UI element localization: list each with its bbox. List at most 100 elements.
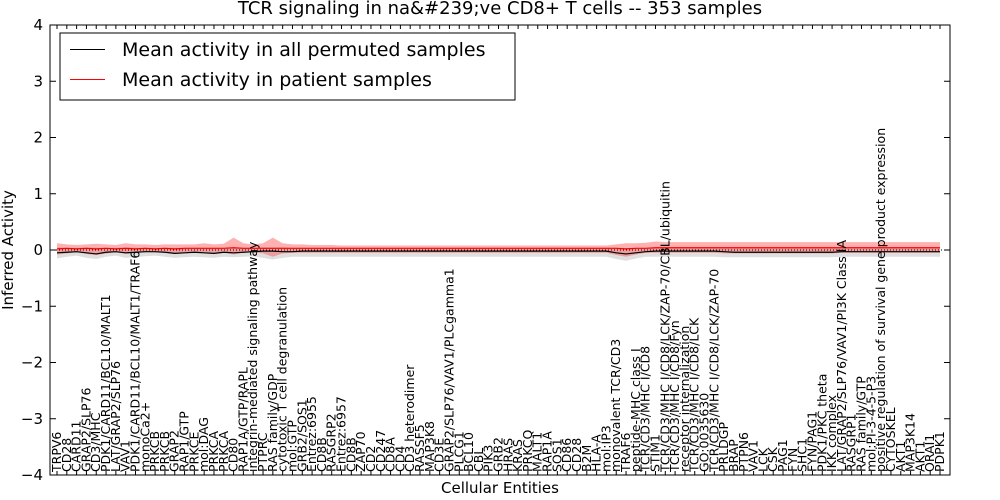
- x-tick-label: HLA-A: [589, 434, 604, 472]
- y-tick-label: 0: [33, 241, 43, 259]
- x-tick-label: SHC1: [795, 438, 810, 472]
- x-tick-label: PDK1/CARD11/BCL10/MALT1: [98, 294, 113, 472]
- y-tick-label: −4: [21, 466, 43, 484]
- x-tick-label: PDK1/PKC theta: [814, 374, 829, 472]
- x-tick-label: VAV1: [746, 440, 761, 472]
- x-tick-label: CD86: [559, 438, 574, 472]
- y-tick-label: −3: [21, 410, 43, 428]
- y-tick-label: −2: [21, 354, 43, 372]
- x-tick-label: monoCa2+: [137, 402, 152, 472]
- x-tick-label: RAP1A: [540, 431, 555, 472]
- x-tick-label: RAP1/GTP: [177, 411, 192, 472]
- x-tick-label: PDK1/CARD11/BCL10/MALT1/TRAF6: [127, 251, 142, 472]
- x-tick-label: TRAF6: [618, 432, 633, 473]
- x-tick-label: GRB2: [491, 437, 506, 472]
- x-tick-label: IKK complex: [824, 395, 839, 472]
- x-tick-label: VAV1: [118, 440, 133, 472]
- x-tick-label: RASGRP2: [324, 413, 339, 472]
- legend: Mean activity in all permuted samples Me…: [59, 32, 516, 101]
- y-tick-label: 1: [33, 185, 43, 203]
- y-tick-label: 2: [33, 129, 43, 147]
- x-tick-label: CSK: [765, 446, 780, 472]
- x-tick-label: CD3E: [432, 438, 447, 472]
- x-tick-label: BCL10: [461, 432, 476, 472]
- x-tick-label: monovalent TCR/CD3: [608, 339, 623, 472]
- x-tick-label: positive regulation of survival gene pro…: [873, 128, 888, 472]
- x-tick-label: PDPK1: [932, 431, 947, 472]
- x-tick-label: CBL: [471, 448, 486, 472]
- x-tick-label: TCR/CD3/MHC I/CD8/LCK: [687, 317, 702, 473]
- x-tick-label: CYTOSKEL: [883, 407, 898, 472]
- x-tick-label: CD80: [226, 438, 241, 472]
- x-tick-label: PRKCQ: [520, 430, 535, 472]
- series-line-permuted: [56, 250, 940, 255]
- legend-label-patient: Mean activity in patient samples: [122, 69, 432, 91]
- chart-title: TCR signaling in na&#239;ve CD8+ T cells…: [237, 0, 762, 19]
- y-tick-label: 3: [33, 72, 43, 90]
- y-axis-label: Inferred Activity: [0, 190, 17, 310]
- x-tick-label: PRKCB: [147, 431, 162, 472]
- x-tick-label: AKT1: [893, 441, 908, 472]
- x-tick-label: TRPV6: [49, 432, 64, 473]
- x-tick-label: mol:IP3: [598, 425, 613, 472]
- x-tick-label: mol:DAG: [196, 417, 211, 472]
- x-tick-label: PRKCA: [206, 431, 221, 472]
- x-tick-label: RAP1A/GTP/RAPL: [235, 367, 250, 472]
- x-axis-label: Cellular Entities: [441, 479, 559, 497]
- x-tick-label: LAT/GRAP2/SLP76/VAV1/PI3K Class IA: [834, 240, 849, 472]
- x-tick-label: ORAI1: [922, 434, 937, 472]
- series-line-patient: [56, 247, 940, 250]
- x-tick-label: PRKCB: [157, 431, 172, 472]
- x-tick-label: TCR/CD3/MHC I/CD8: [638, 346, 653, 473]
- y-tick-label: −1: [21, 297, 43, 315]
- x-tick-label: CD3/MHC: [88, 412, 103, 472]
- x-tick-label: TCR/CD3/MHC I/CD8/Fyn: [667, 320, 682, 473]
- x-tick-label: STIM1: [647, 434, 662, 472]
- plot-area: [49, 24, 951, 476]
- x-tick-label: PTPN6: [736, 432, 751, 472]
- x-tick-label: PRKCA: [216, 431, 231, 472]
- x-tick-label: SOS1: [549, 438, 564, 472]
- x-tick-label: PLCG1: [451, 431, 466, 472]
- x-tick-label: TCR/CD3/MHC I/CD8/LCK/ZAP-70/CBL/ubiquit…: [657, 181, 672, 473]
- x-tick-label: PRKCE: [186, 432, 201, 472]
- x-tick-label: PAG1: [775, 439, 790, 472]
- x-tick-label: Entrez:6957: [334, 396, 349, 472]
- x-tick-label: LCK: [755, 447, 770, 472]
- x-tick-label: AKT1: [912, 441, 927, 472]
- x-tick-label: BRAP: [726, 439, 741, 472]
- x-tick-label: integrin-mediated signaling pathway: [245, 241, 260, 472]
- x-tick-label: GRAP2/SLP76/VAV1/PLCgamma1: [441, 268, 456, 472]
- x-axis-tick-labels: TRPV6CD28CARD11GRAP2/SLP76CD3/MHCPDK1/CA…: [49, 25, 947, 475]
- legend-label-permuted: Mean activity in all permuted samples: [122, 39, 485, 61]
- x-tick-label: RAS family/GDP: [265, 373, 280, 472]
- x-tick-label: CD28: [59, 438, 74, 472]
- legend-frame: [59, 32, 516, 101]
- x-tick-label: FYN: [785, 448, 800, 472]
- x-tick-label: PIK3: [481, 445, 496, 472]
- x-tick-label: GO:0035630: [697, 393, 712, 472]
- x-tick-label: RAS family/GTP: [854, 376, 869, 472]
- x-tick-label: GRAP2: [167, 430, 182, 472]
- x-tick-label: HRAS: [500, 438, 515, 472]
- x-tick-label: B2M: [579, 445, 594, 472]
- x-tick-label: CARD11: [69, 420, 84, 472]
- y-tick-label: 4: [33, 16, 43, 34]
- x-tick-label: LAT/GRAP2/SLP76: [108, 361, 123, 472]
- x-tick-label: peptide-MHC class I: [628, 348, 643, 472]
- x-tick-label: CD2: [363, 446, 378, 472]
- x-tick-label: cytotoxic T cell degranulation: [275, 287, 290, 472]
- x-tick-label: PRLDGP: [716, 422, 731, 472]
- x-tick-label: MALT1: [530, 432, 545, 472]
- y-axis-ticks: −4 −3 −2 −1 0 1 2 3 4: [21, 16, 950, 484]
- x-tick-label: RASGRP1: [844, 413, 859, 472]
- x-tick-label: MAP3K8: [422, 421, 437, 472]
- x-tick-label: CD247: [373, 430, 388, 472]
- x-tick-label: PTPRC: [255, 432, 270, 472]
- x-tick-label: CD3 heterodimer: [402, 364, 417, 472]
- permuted-confidence-band: [57, 247, 940, 261]
- x-tick-label: Entrez:6955: [304, 396, 319, 472]
- x-tick-label: GRAP2/SLP76: [78, 387, 93, 472]
- x-tick-label: CD4: [392, 446, 407, 472]
